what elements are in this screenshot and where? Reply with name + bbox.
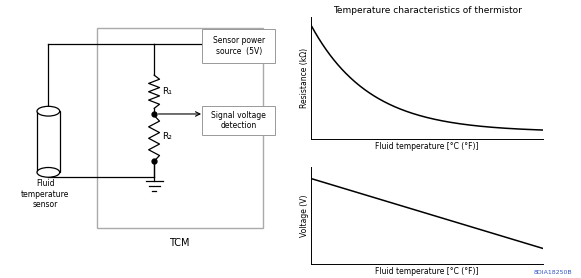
Title: Temperature characteristics of thermistor: Temperature characteristics of thermisto… bbox=[332, 6, 522, 14]
Y-axis label: Resistance (kΩ): Resistance (kΩ) bbox=[300, 48, 310, 108]
Text: R₁: R₁ bbox=[163, 87, 173, 96]
Text: R₂: R₂ bbox=[163, 132, 173, 141]
FancyBboxPatch shape bbox=[202, 29, 275, 63]
Y-axis label: Voltage (V): Voltage (V) bbox=[300, 194, 310, 237]
Bar bbox=[37, 111, 60, 172]
Text: 8DIA18250B: 8DIA18250B bbox=[534, 270, 572, 275]
Text: Sensor power
source  (5V): Sensor power source (5V) bbox=[213, 36, 265, 56]
Text: TCM: TCM bbox=[170, 238, 190, 248]
X-axis label: Fluid temperature [°C (°F)]: Fluid temperature [°C (°F)] bbox=[375, 267, 479, 276]
Ellipse shape bbox=[37, 106, 60, 116]
X-axis label: Fluid temperature [°C (°F)]: Fluid temperature [°C (°F)] bbox=[375, 142, 479, 151]
Text: Signal voltage
detection: Signal voltage detection bbox=[211, 111, 266, 130]
FancyBboxPatch shape bbox=[202, 106, 275, 135]
Ellipse shape bbox=[37, 167, 60, 177]
Text: Fluid
temperature
sensor: Fluid temperature sensor bbox=[21, 179, 70, 209]
FancyBboxPatch shape bbox=[96, 28, 263, 228]
